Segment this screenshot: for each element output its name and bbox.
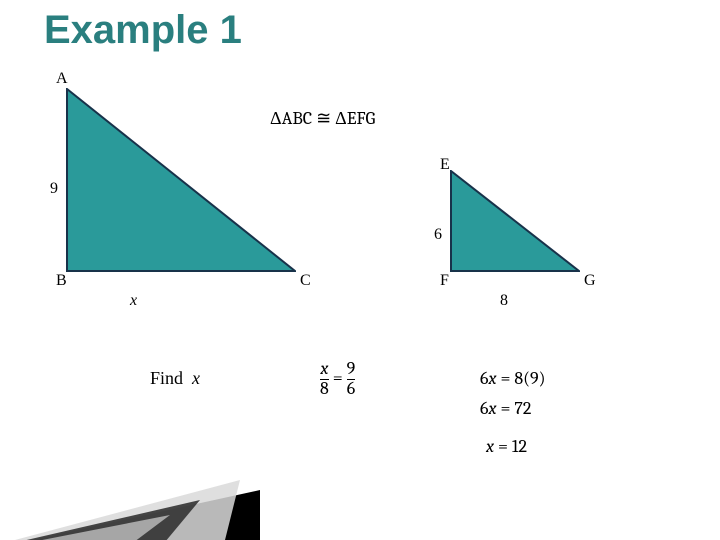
frac-left-num: x [320, 360, 329, 379]
side-fg-length: 8 [500, 292, 508, 310]
triangle-abc [66, 88, 296, 272]
equation-proportion: x 8 = 9 6 [320, 360, 355, 399]
fraction-right: 9 6 [347, 360, 356, 399]
vertex-c: C [300, 272, 311, 290]
fraction-left: x 8 [320, 360, 329, 399]
find-x-prompt: Find x Find x [150, 368, 200, 389]
equation-step2: 6x = 72 [480, 398, 531, 419]
side-bc-length: x [130, 292, 137, 310]
vertex-a: A [56, 70, 68, 88]
side-ab-length: 9 [50, 180, 58, 198]
vertex-e: E [440, 156, 450, 174]
eq-s2-text: 6x = 72 [480, 398, 531, 419]
equation-step1: 6x = 8(9) [480, 368, 545, 389]
side-ef-length: 6 [434, 226, 442, 244]
slide-title: Example 1 [44, 8, 242, 53]
equation-step3: x = 12 [486, 436, 527, 457]
corner-decoration [0, 420, 260, 540]
frac-right-den: 6 [347, 379, 356, 399]
equals-sign: = [333, 368, 347, 389]
find-word: Find [150, 368, 192, 388]
vertex-b: B [56, 272, 67, 290]
eq-s3-text: x = 12 [486, 436, 527, 457]
triangle-efg [450, 170, 580, 272]
frac-left-den: 8 [320, 379, 329, 399]
eq-s1-text: 6x = 8(9) [480, 368, 545, 389]
frac-right-num: 9 [347, 360, 356, 379]
find-var: x [192, 368, 200, 388]
vertex-g: G [584, 272, 596, 290]
vertex-f: F [440, 272, 449, 290]
